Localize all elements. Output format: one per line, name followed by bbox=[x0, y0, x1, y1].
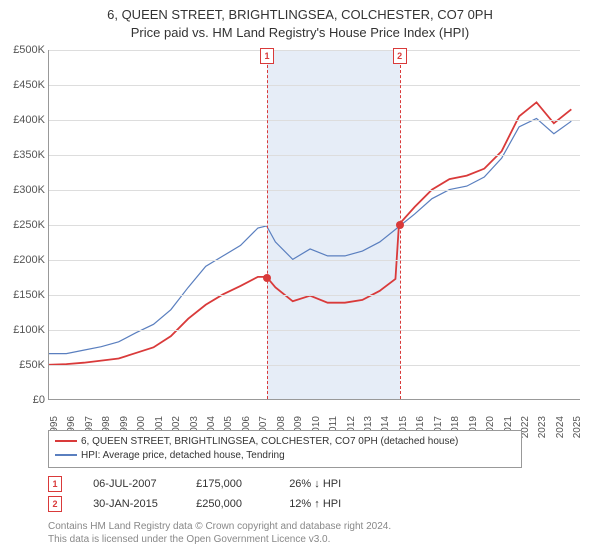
gridline-h bbox=[49, 295, 580, 296]
sale-point bbox=[396, 221, 404, 229]
sale-point bbox=[263, 274, 271, 282]
title-line-1: 6, QUEEN STREET, BRIGHTLINGSEA, COLCHEST… bbox=[0, 6, 600, 24]
gridline-h bbox=[49, 260, 580, 261]
legend-label: HPI: Average price, detached house, Tend… bbox=[81, 450, 285, 461]
y-axis-label: £400K bbox=[3, 114, 45, 126]
y-axis-label: £200K bbox=[3, 254, 45, 266]
gridline-h bbox=[49, 190, 580, 191]
footer-line-2: This data is licensed under the Open Gov… bbox=[48, 533, 391, 546]
gridline-h bbox=[49, 50, 580, 51]
footer-line-1: Contains HM Land Registry data © Crown c… bbox=[48, 520, 391, 533]
gridline-h bbox=[49, 330, 580, 331]
sale-price: £250,000 bbox=[196, 498, 286, 510]
y-axis-label: £50K bbox=[3, 359, 45, 371]
sale-hpi-delta: 12% ↑ HPI bbox=[289, 498, 379, 510]
legend-label: 6, QUEEN STREET, BRIGHTLINGSEA, COLCHEST… bbox=[81, 436, 458, 447]
series-line-property bbox=[49, 102, 571, 364]
sale-date: 06-JUL-2007 bbox=[93, 478, 193, 490]
gridline-h bbox=[49, 225, 580, 226]
sale-hpi-delta: 26% ↓ HPI bbox=[289, 478, 379, 490]
title-line-2: Price paid vs. HM Land Registry's House … bbox=[0, 24, 600, 42]
y-axis-label: £0 bbox=[3, 394, 45, 406]
y-axis-label: £100K bbox=[3, 324, 45, 336]
y-axis-label: £300K bbox=[3, 184, 45, 196]
sale-vline bbox=[267, 50, 268, 399]
y-axis-label: £500K bbox=[3, 44, 45, 56]
sale-marker-box: 2 bbox=[48, 496, 62, 512]
gridline-h bbox=[49, 365, 580, 366]
footer: Contains HM Land Registry data © Crown c… bbox=[48, 520, 391, 546]
sales-row: 1 06-JUL-2007 £175,000 26% ↓ HPI bbox=[48, 476, 379, 492]
sale-date: 30-JAN-2015 bbox=[93, 498, 193, 510]
legend-swatch bbox=[55, 454, 77, 456]
y-axis-label: £150K bbox=[3, 289, 45, 301]
title-block: 6, QUEEN STREET, BRIGHTLINGSEA, COLCHEST… bbox=[0, 0, 600, 41]
sales-table: 1 06-JUL-2007 £175,000 26% ↓ HPI 2 30-JA… bbox=[48, 476, 379, 516]
gridline-h bbox=[49, 155, 580, 156]
gridline-h bbox=[49, 85, 580, 86]
sale-marker-box: 1 bbox=[48, 476, 62, 492]
gridline-h bbox=[49, 120, 580, 121]
sale-price: £175,000 bbox=[196, 478, 286, 490]
sales-row: 2 30-JAN-2015 £250,000 12% ↑ HPI bbox=[48, 496, 379, 512]
chart-area: £0£50K£100K£150K£200K£250K£300K£350K£400… bbox=[48, 50, 580, 400]
y-axis-label: £350K bbox=[3, 149, 45, 161]
x-axis-label: 2023 bbox=[537, 416, 548, 438]
legend-item: HPI: Average price, detached house, Tend… bbox=[55, 449, 515, 463]
y-axis-label: £250K bbox=[3, 219, 45, 231]
sale-marker-box: 2 bbox=[393, 48, 407, 64]
x-axis-label: 2025 bbox=[572, 416, 583, 438]
legend: 6, QUEEN STREET, BRIGHTLINGSEA, COLCHEST… bbox=[48, 430, 522, 468]
legend-item: 6, QUEEN STREET, BRIGHTLINGSEA, COLCHEST… bbox=[55, 435, 515, 449]
chart-container: 6, QUEEN STREET, BRIGHTLINGSEA, COLCHEST… bbox=[0, 0, 600, 560]
x-axis-label: 2024 bbox=[555, 416, 566, 438]
y-axis-label: £450K bbox=[3, 79, 45, 91]
legend-swatch bbox=[55, 440, 77, 442]
sale-marker-box: 1 bbox=[260, 48, 274, 64]
series-line-hpi bbox=[49, 118, 571, 353]
